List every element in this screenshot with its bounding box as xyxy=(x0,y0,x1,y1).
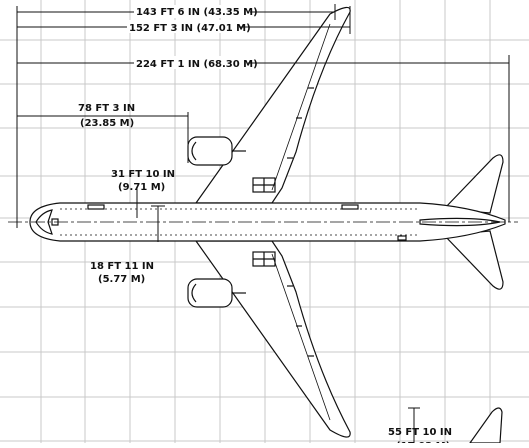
aircraft-planform xyxy=(8,6,518,438)
wing-station-ft-label: 78 FT 3 IN xyxy=(78,103,135,114)
lower-half-m-label: (5.77 M) xyxy=(98,274,145,285)
upper-half-m-label: (9.71 M) xyxy=(118,182,165,193)
upper-wing xyxy=(194,6,351,204)
main-landing-gear xyxy=(252,177,276,267)
lower-half-ft-label: 18 FT 11 IN xyxy=(90,261,154,272)
lower-engine xyxy=(187,278,246,308)
upper-engine xyxy=(187,136,246,166)
overall-length-label: 224 FT 1 IN (68.30 M) xyxy=(136,59,258,70)
vertical-tail-side-view xyxy=(468,407,503,444)
lower-wing xyxy=(194,240,351,438)
upper-half-ft-label: 31 FT 10 IN xyxy=(111,169,175,180)
lower-stabilizer xyxy=(442,230,504,290)
span-b-label: 152 FT 3 IN (47.01 M) xyxy=(129,23,251,34)
upper-stabilizer xyxy=(442,154,504,214)
dimension-lines xyxy=(16,4,510,443)
span-a-label: 143 FT 6 IN (43.35 M) xyxy=(136,7,258,18)
tail-height-ft-label: 55 FT 10 IN xyxy=(388,427,452,438)
dimension-labels: 143 FT 6 IN (43.35 M) 152 FT 3 IN (47.01… xyxy=(78,5,452,448)
wing-station-m-label: (23.85 M) xyxy=(80,118,134,129)
